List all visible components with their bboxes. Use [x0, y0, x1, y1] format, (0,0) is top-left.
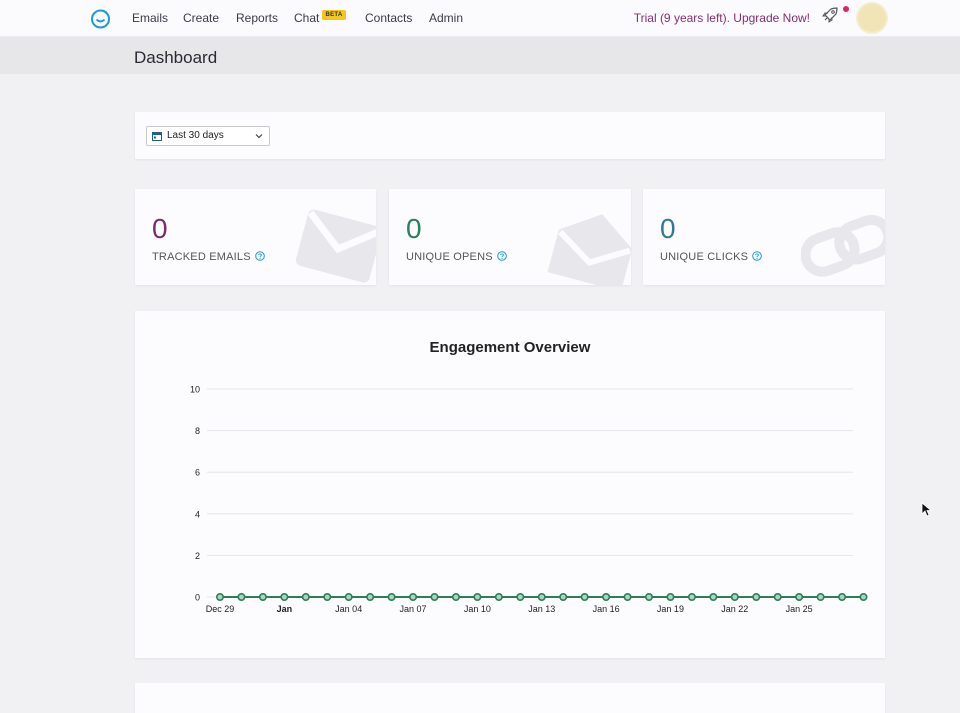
help-icon[interactable] [496, 251, 507, 261]
data-point [623, 592, 632, 601]
mouse-cursor-icon [921, 502, 933, 517]
y-tick-label: 8 [195, 426, 200, 436]
unique-clicks-label: UNIQUE CLICKS [660, 251, 762, 264]
unique-opens-label: UNIQUE OPENS [406, 251, 507, 264]
notification-dot [843, 6, 849, 12]
x-tick-label: Jan 25 [786, 604, 813, 614]
x-tick-label: Dec 29 [206, 604, 235, 614]
data-point [387, 592, 396, 601]
x-tick-label: Jan 04 [335, 604, 362, 614]
x-tick-label: Jan 19 [657, 604, 684, 614]
filter-bar: Last 30 days [135, 112, 885, 159]
date-range-select[interactable]: Last 30 days [146, 126, 270, 146]
data-point [216, 592, 225, 601]
data-point [258, 592, 267, 601]
data-point [323, 592, 332, 601]
data-point [859, 592, 868, 601]
upgrade-link[interactable]: Trial (9 years left). Upgrade Now! [633, 11, 810, 25]
tracked-emails-label: TRACKED EMAILS [152, 251, 265, 264]
stat-card-unique-opens: 0 UNIQUE OPENS [389, 189, 631, 285]
data-point [344, 592, 353, 601]
y-tick-label: 2 [195, 551, 200, 561]
data-point [752, 592, 761, 601]
data-point [409, 592, 418, 601]
x-tick-label: Jan 16 [593, 604, 620, 614]
secondary-card [135, 683, 885, 713]
link-icon [801, 214, 885, 277]
y-tick-label: 6 [195, 468, 200, 478]
data-point [838, 592, 847, 601]
logo-icon[interactable] [90, 8, 111, 29]
x-tick-label: Jan 13 [528, 604, 555, 614]
tracked-emails-value: 0 [152, 213, 168, 244]
data-point [301, 592, 310, 601]
x-tick-label: Jan 10 [464, 604, 491, 614]
data-point [666, 592, 675, 601]
y-tick-label: 4 [195, 509, 200, 519]
x-tick-label: Jan 22 [721, 604, 748, 614]
data-point [773, 592, 782, 601]
page-header [0, 37, 960, 74]
help-icon[interactable] [752, 251, 762, 261]
top-nav: Emails Create Reports Chat BETA Contacts… [0, 0, 960, 37]
y-tick-label: 10 [190, 385, 200, 395]
x-tick-label: Jan [277, 604, 293, 614]
y-tick-label: 0 [195, 593, 200, 603]
nav-admin[interactable]: Admin [429, 11, 464, 25]
data-point [580, 592, 589, 601]
data-point [644, 592, 653, 601]
stat-card-tracked-emails: 0 TRACKED EMAILS [135, 189, 376, 285]
data-point [709, 592, 718, 601]
nav-create[interactable]: Create [183, 11, 220, 25]
nav-chat[interactable]: Chat [294, 11, 320, 25]
unique-clicks-value: 0 [660, 213, 676, 244]
envelope-icon [295, 209, 376, 283]
data-point [366, 592, 375, 601]
unique-opens-value: 0 [406, 213, 422, 244]
data-point [451, 592, 460, 601]
data-point [559, 592, 568, 601]
stat-card-unique-clicks: 0 UNIQUE CLICKS [643, 189, 885, 285]
data-point [816, 592, 825, 601]
data-point [602, 592, 611, 601]
data-point [473, 592, 482, 601]
chart-title: Engagement Overview [429, 339, 591, 356]
beta-badge: BETA [322, 10, 346, 20]
data-point [494, 592, 503, 601]
help-icon[interactable] [254, 251, 265, 261]
data-point [537, 592, 546, 601]
data-point [687, 592, 696, 601]
data-point [795, 592, 804, 601]
nav-emails[interactable]: Emails [132, 11, 169, 25]
engagement-chart-card: Engagement Overview 0 2 4 6 8 10 Dec 29 Jan Jan … [135, 311, 885, 658]
chevron-down-icon [255, 134, 263, 139]
rocket-icon[interactable] [821, 6, 839, 24]
calendar-icon [152, 132, 162, 141]
data-point [430, 592, 439, 601]
data-point [516, 592, 525, 601]
date-range-label: Last 30 days [167, 130, 224, 141]
nav-contacts[interactable]: Contacts [365, 11, 413, 25]
engagement-chart: 0 2 4 6 8 10 Dec 29 Jan Jan 04 Jan 07 Jan 10 Jan 13… [190, 385, 868, 614]
avatar[interactable] [858, 4, 886, 32]
data-point [730, 592, 739, 601]
open-envelope-icon [547, 214, 631, 285]
page-title: Dashboard [134, 48, 218, 67]
nav-reports[interactable]: Reports [236, 11, 279, 25]
data-point [280, 592, 289, 601]
data-point [237, 592, 246, 601]
x-tick-label: Jan 07 [400, 604, 427, 614]
